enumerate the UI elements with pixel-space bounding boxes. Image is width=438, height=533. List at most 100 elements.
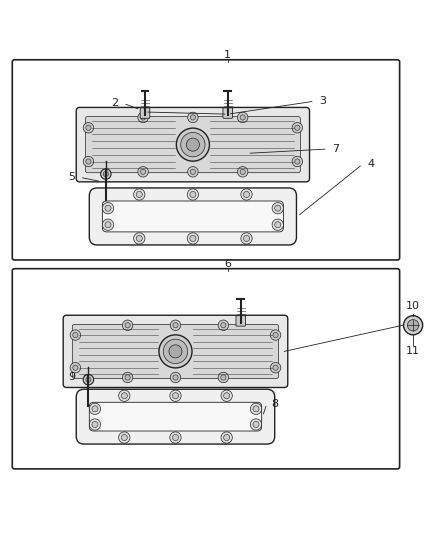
Circle shape: [270, 330, 281, 340]
Circle shape: [253, 406, 259, 412]
Circle shape: [240, 115, 245, 120]
Circle shape: [170, 320, 181, 330]
Circle shape: [92, 406, 98, 412]
Circle shape: [103, 172, 109, 176]
Circle shape: [292, 123, 303, 133]
Circle shape: [221, 375, 226, 380]
Circle shape: [224, 434, 230, 441]
Circle shape: [190, 236, 196, 241]
FancyBboxPatch shape: [72, 325, 279, 378]
Text: 6: 6: [224, 260, 231, 269]
Circle shape: [240, 169, 245, 174]
Circle shape: [273, 365, 278, 370]
Text: 2: 2: [111, 98, 118, 108]
Circle shape: [218, 372, 229, 383]
FancyBboxPatch shape: [236, 316, 246, 326]
Circle shape: [190, 169, 195, 174]
Circle shape: [218, 320, 229, 330]
FancyBboxPatch shape: [223, 108, 233, 118]
Circle shape: [119, 432, 130, 443]
Circle shape: [136, 236, 142, 241]
Circle shape: [121, 393, 127, 399]
Circle shape: [73, 365, 78, 370]
Circle shape: [244, 191, 250, 198]
Circle shape: [224, 393, 230, 399]
FancyBboxPatch shape: [63, 315, 288, 387]
Circle shape: [173, 434, 179, 441]
Circle shape: [187, 233, 198, 244]
Circle shape: [134, 233, 145, 244]
FancyBboxPatch shape: [76, 108, 310, 182]
Circle shape: [177, 128, 209, 161]
Circle shape: [186, 138, 199, 151]
Circle shape: [244, 236, 250, 241]
FancyBboxPatch shape: [102, 201, 283, 232]
FancyBboxPatch shape: [85, 117, 300, 173]
Circle shape: [187, 112, 198, 123]
Circle shape: [292, 156, 303, 167]
Circle shape: [173, 375, 178, 380]
Circle shape: [170, 390, 181, 401]
Circle shape: [241, 189, 252, 200]
Circle shape: [73, 333, 78, 338]
Circle shape: [101, 169, 111, 179]
Text: 3: 3: [319, 96, 326, 106]
Circle shape: [275, 205, 281, 211]
Circle shape: [105, 205, 111, 211]
Circle shape: [221, 390, 232, 401]
Circle shape: [138, 167, 148, 177]
Circle shape: [119, 390, 130, 401]
Circle shape: [275, 222, 281, 228]
Circle shape: [86, 377, 91, 382]
FancyBboxPatch shape: [76, 389, 275, 444]
Circle shape: [221, 322, 226, 328]
Circle shape: [187, 189, 198, 200]
Circle shape: [295, 125, 300, 131]
Text: 8: 8: [271, 399, 279, 409]
Circle shape: [89, 403, 101, 415]
Circle shape: [134, 189, 145, 200]
Circle shape: [173, 393, 179, 399]
Circle shape: [407, 320, 419, 331]
Circle shape: [170, 372, 181, 383]
Circle shape: [272, 219, 283, 230]
Circle shape: [122, 320, 133, 330]
Text: 11: 11: [406, 346, 420, 357]
Text: 1: 1: [224, 51, 231, 60]
Text: 9: 9: [68, 373, 75, 383]
Text: 10: 10: [406, 301, 420, 311]
Circle shape: [102, 203, 114, 214]
Circle shape: [251, 419, 261, 430]
Circle shape: [403, 316, 423, 335]
Circle shape: [105, 222, 111, 228]
Circle shape: [122, 372, 133, 383]
Circle shape: [272, 203, 283, 214]
Circle shape: [83, 375, 94, 385]
Circle shape: [92, 422, 98, 427]
Circle shape: [102, 219, 114, 230]
Circle shape: [86, 159, 91, 164]
Circle shape: [237, 167, 248, 177]
FancyBboxPatch shape: [140, 108, 150, 118]
FancyBboxPatch shape: [89, 402, 261, 431]
Circle shape: [221, 432, 232, 443]
Circle shape: [125, 375, 130, 380]
Circle shape: [169, 345, 182, 358]
Circle shape: [83, 156, 94, 167]
Circle shape: [251, 403, 261, 415]
Circle shape: [86, 125, 91, 131]
Circle shape: [241, 233, 252, 244]
Circle shape: [83, 123, 94, 133]
Circle shape: [121, 434, 127, 441]
Circle shape: [138, 112, 148, 123]
Circle shape: [89, 419, 101, 430]
Circle shape: [141, 169, 146, 174]
Circle shape: [295, 159, 300, 164]
Circle shape: [253, 422, 259, 427]
Text: 7: 7: [332, 144, 339, 154]
Circle shape: [163, 339, 187, 364]
Circle shape: [70, 362, 81, 373]
Circle shape: [141, 115, 146, 120]
Circle shape: [125, 322, 130, 328]
Circle shape: [273, 333, 278, 338]
